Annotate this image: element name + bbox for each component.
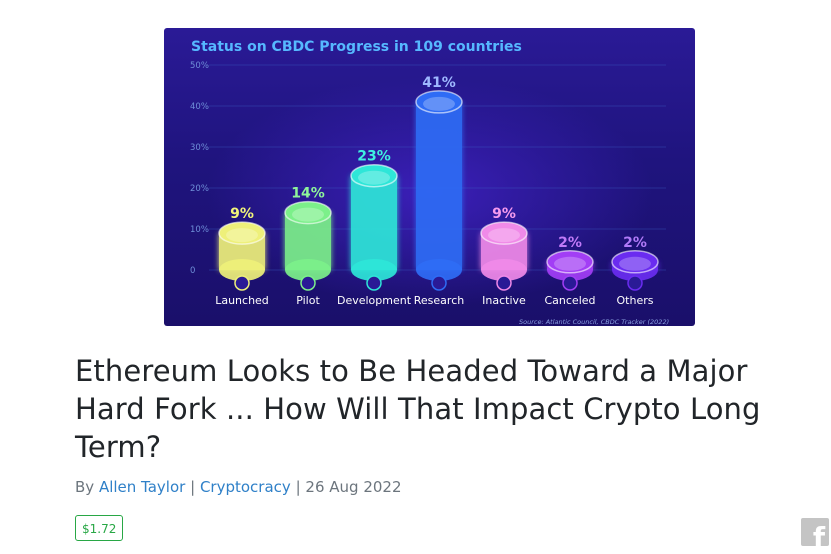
category-label: Canceled xyxy=(544,294,595,307)
price-badge[interactable]: $1.72 xyxy=(75,515,124,541)
bar-research: 41% Research xyxy=(414,75,464,307)
author-link[interactable]: Allen Taylor xyxy=(98,478,186,496)
y-tick-label: 10% xyxy=(190,225,209,235)
y-tick-label: 50% xyxy=(190,61,209,71)
category-label: Development xyxy=(337,294,412,307)
value-label: 9% xyxy=(230,206,254,222)
bar-top-inner xyxy=(488,228,520,243)
bar-top xyxy=(611,250,659,274)
value-label: 41% xyxy=(422,75,456,91)
byline: By Allen Taylor | Cryptocracy | 26 Aug 2… xyxy=(75,478,402,496)
bar-base xyxy=(416,259,462,281)
byline-separator: | xyxy=(295,478,301,496)
y-tick-label: 30% xyxy=(190,143,209,153)
bar-top-inner xyxy=(554,256,586,271)
bar-top xyxy=(218,221,266,245)
value-label: 9% xyxy=(492,206,516,222)
category-label: Pilot xyxy=(296,294,320,307)
bar-inactive: 9% Inactive xyxy=(480,206,528,307)
chart-title: Status on CBDC Progress in 109 countries xyxy=(191,39,522,55)
bar-top xyxy=(480,221,528,245)
bar-top-inner xyxy=(292,207,324,222)
category-icon xyxy=(234,275,250,291)
category-label: Launched xyxy=(215,294,269,307)
bar-base xyxy=(351,259,397,281)
bar-body xyxy=(351,175,397,270)
value-label: 23% xyxy=(357,149,391,165)
article-image[interactable]: Status on CBDC Progress in 109 countries… xyxy=(164,28,695,326)
category-icon xyxy=(366,275,382,291)
bar-top-inner xyxy=(423,96,455,111)
bar-canceled: 2% Canceled xyxy=(544,235,595,307)
publish-date: 26 Aug 2022 xyxy=(305,478,402,496)
category-icon xyxy=(496,275,512,291)
category-icon xyxy=(431,275,447,291)
chart-source: Source: Atlantic Council, CBDC Tracker (… xyxy=(519,318,669,326)
byline-separator: | xyxy=(190,478,196,496)
category-link[interactable]: Cryptocracy xyxy=(199,478,291,496)
bar-top-inner xyxy=(358,170,390,185)
bar-launched: 9% Launched xyxy=(215,206,269,307)
y-tick-label: 20% xyxy=(190,184,209,194)
bar-top-inner xyxy=(619,256,651,271)
category-label: Inactive xyxy=(482,294,526,307)
bar-top xyxy=(350,163,398,188)
bar-base xyxy=(285,259,331,281)
value-label: 2% xyxy=(558,235,582,251)
y-tick-label: 40% xyxy=(190,102,209,112)
by-prefix: By xyxy=(75,478,95,496)
facebook-share-button[interactable]: f xyxy=(801,518,829,546)
category-label: Research xyxy=(414,294,464,307)
y-tick-label: 0 xyxy=(190,266,195,276)
value-label: 14% xyxy=(291,186,325,202)
category-label: Others xyxy=(617,294,654,307)
article-title[interactable]: Ethereum Looks to Be Headed Toward a Maj… xyxy=(75,354,761,464)
value-label: 2% xyxy=(623,235,647,251)
cbdc-chart: Status on CBDC Progress in 109 countries… xyxy=(190,39,669,326)
bar-pilot: 14% Pilot xyxy=(284,186,332,307)
bar-top-inner xyxy=(226,228,258,243)
facebook-icon: f xyxy=(812,521,825,547)
bar-development: 23% Development xyxy=(337,149,412,307)
bar-base xyxy=(481,259,527,281)
category-icon xyxy=(300,275,316,291)
bar-top xyxy=(546,250,594,274)
bar-base xyxy=(219,259,265,281)
bar-body xyxy=(416,101,462,271)
bar-top xyxy=(284,200,332,225)
bar-top xyxy=(415,90,463,114)
category-icon xyxy=(627,275,643,291)
category-icon xyxy=(562,275,578,291)
bar-others: 2% Others xyxy=(611,235,659,307)
